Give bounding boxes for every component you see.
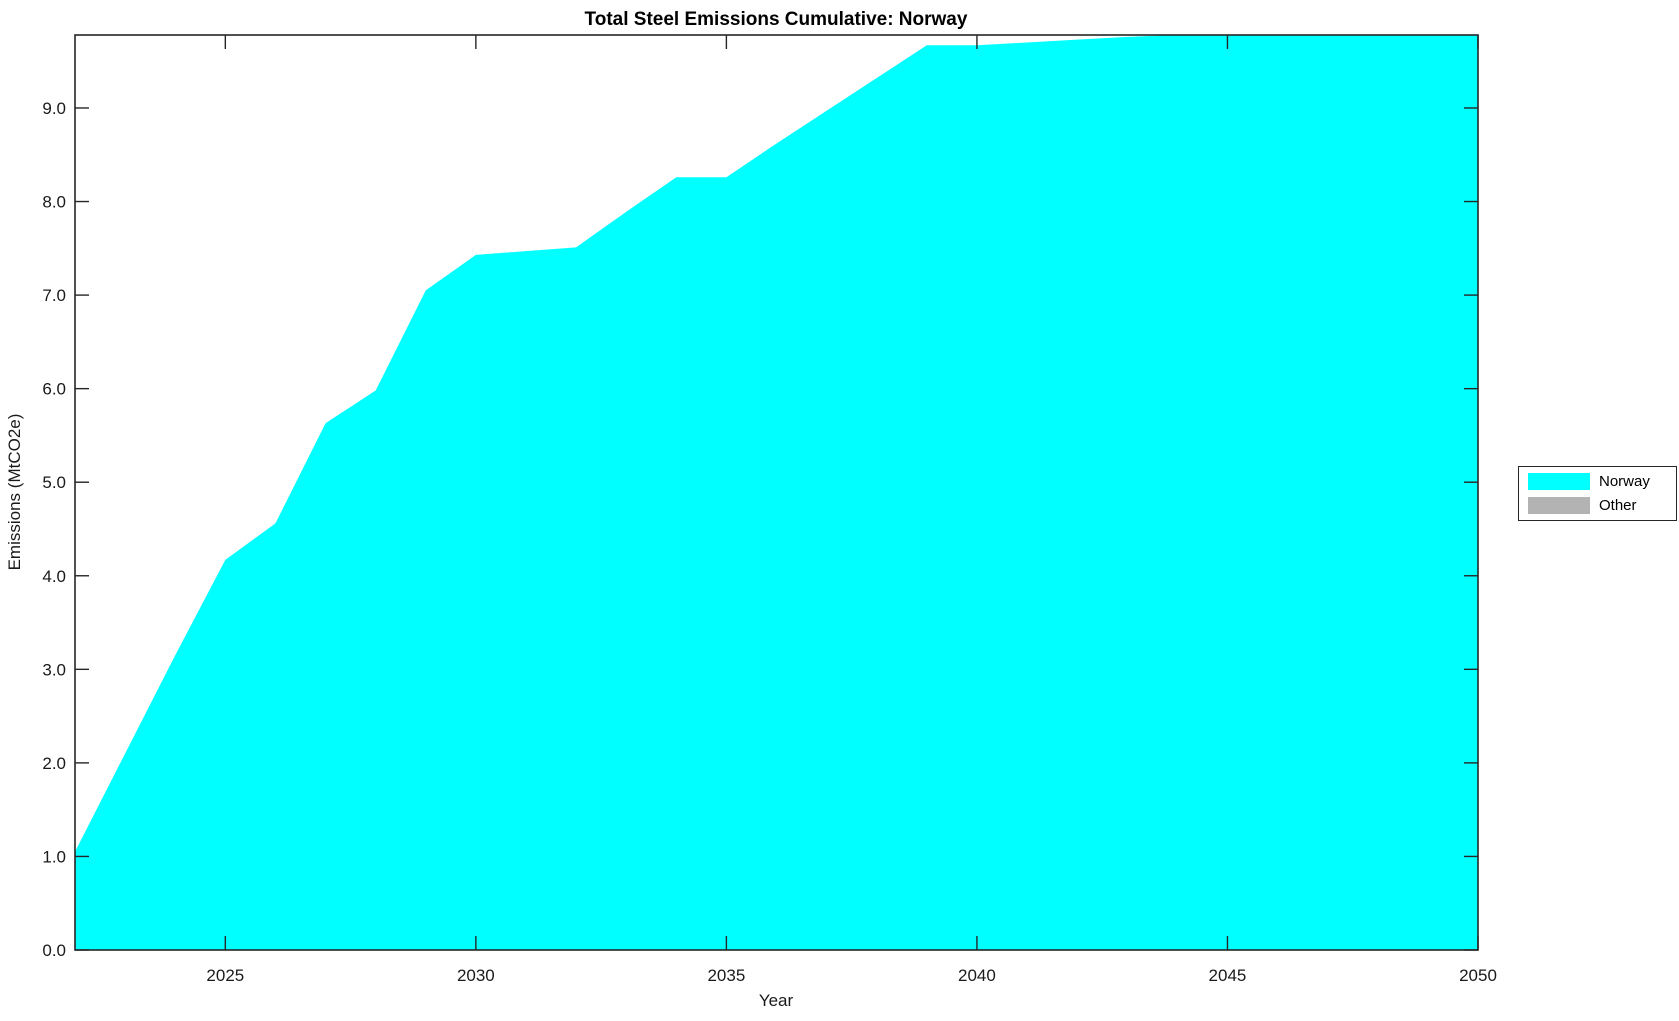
- legend-label-other: Other: [1599, 497, 1637, 514]
- legend: Norway Other: [1518, 466, 1677, 521]
- x-tick-label-2045: 2045: [1209, 966, 1247, 985]
- area-norway: [75, 35, 1478, 950]
- y-tick-label-0.0: 0.0: [42, 941, 66, 960]
- legend-label-norway: Norway: [1599, 473, 1650, 490]
- x-tick-label-2025: 2025: [206, 966, 244, 985]
- chart-title: Total Steel Emissions Cumulative: Norway: [585, 9, 968, 30]
- y-tick-label-4.0: 4.0: [42, 567, 66, 586]
- legend-item-other: Other: [1528, 495, 1670, 516]
- x-tick-label-2050: 2050: [1459, 966, 1497, 985]
- x-tick-label-2030: 2030: [457, 966, 495, 985]
- x-tick-label-2040: 2040: [958, 966, 996, 985]
- other-swatch-icon: [1528, 497, 1590, 514]
- y-tick-label-9.0: 9.0: [42, 99, 66, 118]
- y-tick-label-2.0: 2.0: [42, 754, 66, 773]
- y-tick-label-1.0: 1.0: [42, 847, 66, 866]
- y-tick-label-8.0: 8.0: [42, 193, 66, 212]
- norway-swatch-icon: [1528, 473, 1590, 490]
- y-tick-label-5.0: 5.0: [42, 473, 66, 492]
- y-tick-label-7.0: 7.0: [42, 286, 66, 305]
- y-tick-label-3.0: 3.0: [42, 660, 66, 679]
- y-tick-label-6.0: 6.0: [42, 380, 66, 399]
- y-axis-label: Emissions (MtCO2e): [5, 414, 24, 571]
- legend-item-norway: Norway: [1528, 471, 1670, 492]
- plot-frame: [74, 34, 1479, 951]
- x-tick-label-2035: 2035: [707, 966, 745, 985]
- x-axis-label: Year: [759, 991, 794, 1010]
